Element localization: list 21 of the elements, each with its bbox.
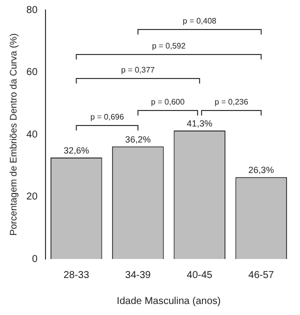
annotation: p = 0,408 — [182, 16, 217, 26]
annotation: p = 0,377 — [121, 66, 156, 74]
x-tick-label: 34-39 — [125, 270, 152, 281]
annotation: p = 0,592 — [152, 42, 186, 50]
x-axis-title: Idade Masculina (anos) — [116, 296, 221, 307]
y-tick-label: 20 — [26, 192, 38, 202]
data-label: 26,3% — [248, 165, 274, 176]
y-tick-label: 60 — [26, 67, 38, 78]
x-tick-label: 40-45 — [186, 270, 213, 281]
data-label: 36,2% — [125, 134, 151, 144]
data-label: 41,3% — [186, 118, 212, 128]
y-tick-label: 0 — [32, 254, 38, 265]
y-tick-label: 80 — [26, 4, 38, 16]
x-tick-label: 46-57 — [248, 270, 274, 281]
x-tick-label: 28-33 — [64, 270, 90, 281]
annotation: p = 0,600 — [150, 98, 186, 106]
annotation: p = 0,236 — [214, 98, 249, 106]
y-axis-title: Porcentagem de Embriões Dentro da Curva (%) — [8, 33, 20, 236]
data-label: 32,6% — [64, 146, 90, 156]
annotation: p = 0,696 — [90, 112, 124, 122]
y-tick-label: 40 — [26, 129, 38, 140]
